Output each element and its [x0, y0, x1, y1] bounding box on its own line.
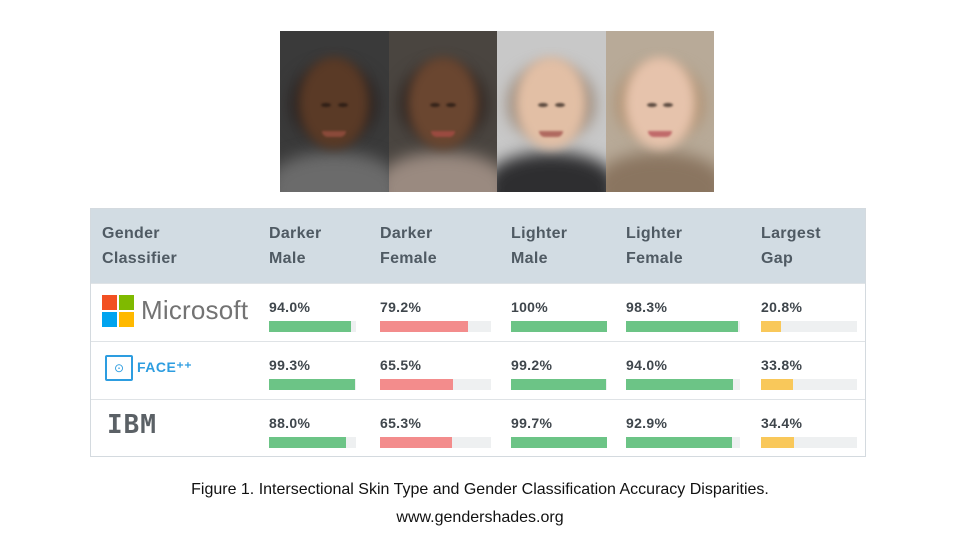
- figure-caption: Figure 1. Intersectional Skin Type and G…: [191, 481, 769, 498]
- faceplusplus-logo-icon: ⊙: [105, 355, 133, 381]
- header-lighter-male: Lighter Male: [511, 225, 568, 267]
- table-row: Microsoft 94.0% 79.2% 100% 98.3% 20.8%: [91, 283, 865, 341]
- accuracy-bar-fill: [269, 437, 346, 448]
- website-link[interactable]: www.gendershades.org: [396, 509, 564, 526]
- accuracy-value: 92.9%: [626, 415, 668, 431]
- accuracy-bar-track: [269, 437, 356, 448]
- accuracy-value: 98.3%: [626, 299, 668, 315]
- accuracy-bar-track: [380, 379, 491, 390]
- accuracy-bar-track: [269, 321, 356, 332]
- lighter-female-face: [605, 31, 714, 192]
- accuracy-bar-track: [511, 379, 607, 390]
- accuracy-bar-track: [269, 379, 356, 390]
- accuracy-bar-track: [511, 437, 607, 448]
- accuracy-bar-track: [761, 437, 857, 448]
- accuracy-bar-fill: [511, 321, 607, 332]
- accuracy-bar-track: [626, 437, 740, 448]
- accuracy-value: 34.4%: [761, 415, 803, 431]
- accuracy-value: 20.8%: [761, 299, 803, 315]
- ibm-logo: IBM: [107, 410, 157, 440]
- accuracy-value: 94.0%: [269, 299, 311, 315]
- accuracy-value: 99.7%: [511, 415, 553, 431]
- classifier-logo-text: Microsoft: [141, 295, 249, 325]
- table-row: IBM 88.0% 65.3% 99.7% 92.9% 34.4%: [91, 399, 865, 457]
- darker-male-face: [280, 31, 389, 192]
- accuracy-value: 65.5%: [380, 357, 422, 373]
- accuracy-value: 99.3%: [269, 357, 311, 373]
- accuracy-bar-fill: [380, 379, 453, 390]
- accuracy-value: 94.0%: [626, 357, 668, 373]
- darker-female-face: [388, 31, 497, 192]
- header-darker-female: Darker Female: [380, 225, 437, 267]
- table-row: ⊙ FACE⁺⁺ 99.3% 65.5% 99.2% 94.0% 33.8%: [91, 341, 865, 399]
- accuracy-bar-fill: [761, 437, 795, 448]
- accuracy-bar-fill: [626, 379, 734, 390]
- classifier-logo-text: FACE⁺⁺: [137, 359, 193, 375]
- accuracy-value: 33.8%: [761, 357, 803, 373]
- face-strip: [280, 31, 714, 192]
- accuracy-value: 88.0%: [269, 415, 311, 431]
- accuracy-value: 100%: [511, 299, 549, 315]
- accuracy-bar-fill: [269, 321, 351, 332]
- accuracy-bar-track: [761, 321, 857, 332]
- accuracy-bar-track: [380, 437, 491, 448]
- accuracy-bar-fill: [761, 379, 794, 390]
- accuracy-bar-fill: [511, 437, 607, 448]
- accuracy-bar-fill: [761, 321, 781, 332]
- accuracy-bar-track: [380, 321, 491, 332]
- accuracy-value: 65.3%: [380, 415, 422, 431]
- accuracy-bar-fill: [626, 437, 732, 448]
- accuracy-bar-fill: [269, 379, 356, 390]
- header-largest-gap: Largest Gap: [761, 225, 821, 267]
- header-lighter-female: Lighter Female: [626, 225, 683, 267]
- accuracy-table: Gender Classifier Darker Male Darker Femal…: [90, 208, 866, 457]
- accuracy-bar-fill: [380, 437, 453, 448]
- accuracy-bar-track: [626, 321, 740, 332]
- accuracy-bar-fill: [511, 379, 607, 390]
- accuracy-bar-fill: [380, 321, 468, 332]
- microsoft-logo-icon: [102, 295, 134, 327]
- accuracy-value: 79.2%: [380, 299, 422, 315]
- accuracy-value: 99.2%: [511, 357, 553, 373]
- header-darker-male: Darker Male: [269, 225, 322, 267]
- accuracy-bar-track: [761, 379, 857, 390]
- accuracy-bar-track: [626, 379, 740, 390]
- accuracy-bar-track: [511, 321, 607, 332]
- lighter-male-face: [497, 31, 606, 192]
- accuracy-bar-fill: [626, 321, 739, 332]
- header-classifier: Gender Classifier: [102, 225, 178, 267]
- table-header: Gender Classifier Darker Male Darker Femal…: [91, 209, 865, 283]
